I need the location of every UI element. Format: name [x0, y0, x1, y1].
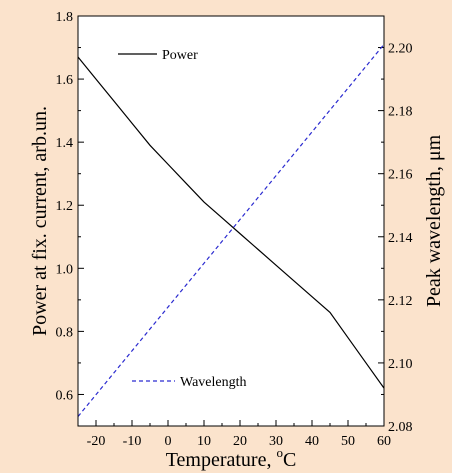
series-line-power	[77, 56, 385, 389]
plot-frame	[77, 15, 385, 427]
y-left-tick-label: 0.8	[56, 325, 74, 340]
series-group	[77, 43, 385, 417]
x-axis-label-unit: C	[283, 449, 296, 471]
x-tick-label: 40	[305, 434, 319, 449]
x-tick-label: 20	[233, 434, 247, 449]
x-axis-label: Temperature, oC	[166, 445, 297, 471]
x-tick-label: 0	[165, 434, 172, 449]
x-axis-label-main: Temperature,	[166, 449, 277, 471]
legend-group: Power Wavelength	[118, 48, 247, 390]
y-axis-right-label: Peak wavelength, μm	[423, 134, 445, 307]
y-left-tick-label: 0.6	[56, 388, 74, 403]
tick-labels-group: -20 -10 0 10 20 30 40 50 60 0.6 0.8 1.0 1.2 1.4 1.6 1.8…	[56, 10, 413, 449]
y-left-tick-label: 1.8	[56, 10, 74, 25]
x-tick-label: -20	[87, 434, 106, 449]
series-line-wavelength	[77, 43, 385, 417]
x-axis-label-degree: o	[276, 445, 283, 460]
x-tick-label: 50	[341, 434, 355, 449]
y-left-tick-label: 1.0	[56, 262, 74, 277]
y-right-tick-label: 2.18	[388, 105, 413, 120]
x-tick-label: 60	[377, 434, 391, 449]
y-right-tick-label: 2.08	[388, 420, 413, 435]
legend-label-power: Power	[162, 48, 198, 63]
x-tick-label: 30	[269, 434, 283, 449]
y-right-tick-label: 2.14	[388, 231, 413, 246]
x-tick-label: -10	[123, 434, 142, 449]
y-left-tick-label: 1.6	[56, 73, 74, 88]
y-left-tick-label: 1.4	[56, 136, 74, 151]
y-left-tick-label: 1.2	[56, 199, 74, 214]
y-right-tick-label: 2.10	[388, 357, 413, 372]
y-right-tick-label: 2.12	[388, 294, 413, 309]
y-right-tick-label: 2.16	[388, 168, 413, 183]
plot-background	[78, 16, 384, 426]
y-right-tick-label: 2.20	[388, 42, 413, 57]
y-axis-left-label: Power at fix. current, arb.un.	[29, 106, 51, 336]
x-tick-label: 10	[197, 434, 211, 449]
legend-label-wavelength: Wavelength	[180, 375, 247, 390]
